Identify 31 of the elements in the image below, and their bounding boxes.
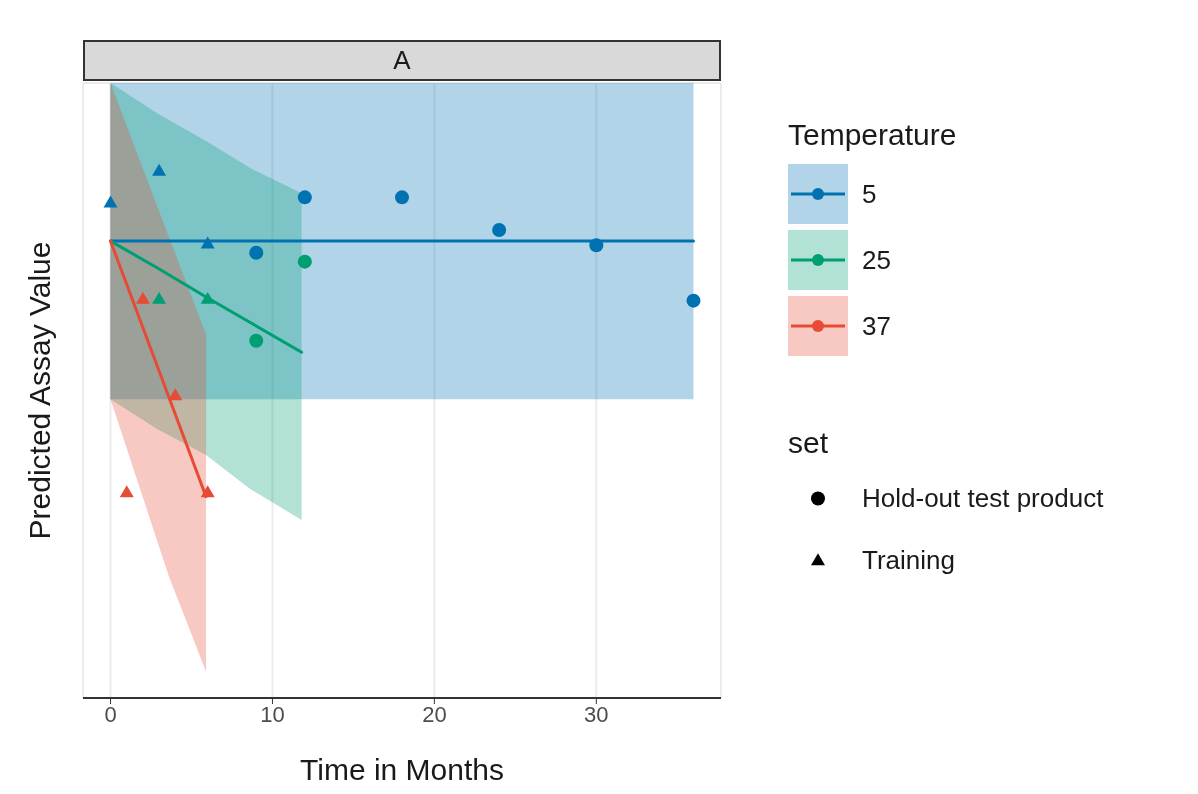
- x-tick-label: 20: [422, 701, 447, 727]
- point: [395, 190, 409, 205]
- point: [119, 485, 134, 498]
- point: [200, 485, 215, 498]
- x-tick-label: 0: [104, 701, 117, 727]
- point: [200, 236, 215, 249]
- point: [152, 163, 167, 176]
- point: [168, 388, 183, 401]
- point: [249, 333, 264, 348]
- point: [152, 291, 167, 304]
- point: [135, 291, 150, 304]
- point: [297, 254, 312, 269]
- point: [492, 223, 507, 238]
- x-tick-label: 30: [584, 701, 609, 727]
- y-axis-title: Predicted Assay Value: [22, 241, 56, 540]
- point: [686, 293, 701, 308]
- legend-label: 25: [862, 244, 891, 276]
- legend-title: Temperature: [788, 118, 958, 152]
- point: [200, 291, 215, 304]
- point: [249, 245, 264, 260]
- chart-title: A: [83, 40, 721, 81]
- point: [589, 238, 604, 253]
- legend-label: 37: [862, 310, 891, 342]
- legend-label: 5: [862, 178, 877, 210]
- point: [103, 195, 118, 208]
- text: Hold-out test product: [862, 482, 1104, 514]
- point: [297, 190, 312, 205]
- text: Training: [862, 544, 955, 576]
- x-tick-label: 10: [260, 701, 285, 727]
- x-axis-title: Time in Months: [300, 753, 504, 786]
- text: set: [788, 426, 830, 460]
